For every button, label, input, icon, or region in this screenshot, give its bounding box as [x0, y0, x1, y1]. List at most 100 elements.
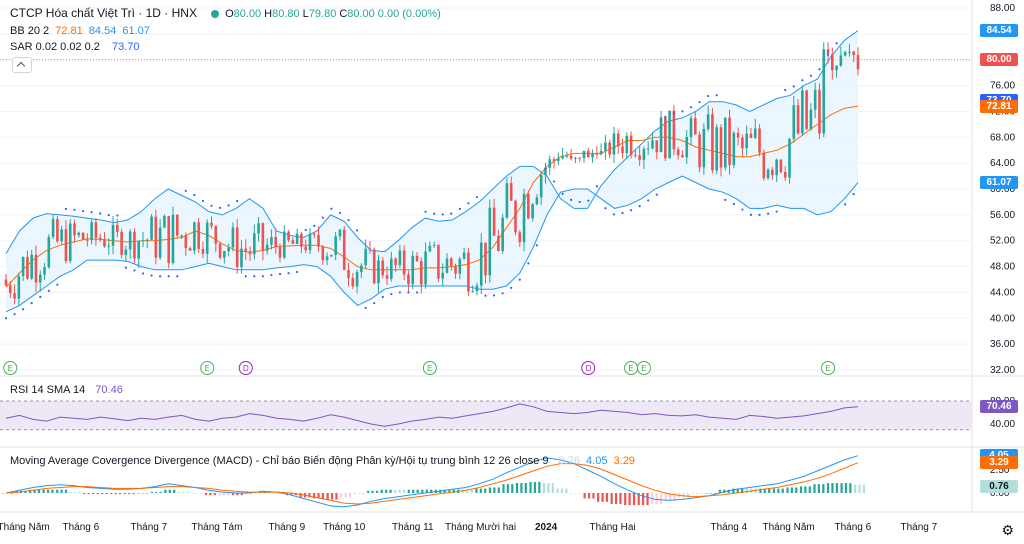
candle-body — [128, 231, 132, 250]
candle-body — [4, 279, 8, 286]
time-axis-label: Tháng 6 — [835, 522, 872, 533]
sar-dot — [672, 112, 675, 115]
macd-hist-bar — [74, 491, 77, 493]
macd-hist-bar — [686, 493, 690, 498]
macd-hist-bar — [547, 483, 550, 493]
candle-body — [30, 254, 33, 279]
macd-hist-bar — [646, 493, 649, 506]
macd-hist-bar — [236, 493, 239, 496]
event-marker-label: E — [825, 364, 830, 373]
candle-body — [201, 248, 205, 254]
candle-body — [462, 252, 466, 259]
candle-body — [801, 90, 804, 134]
candle-body — [56, 219, 59, 242]
macd-hist-bar — [335, 493, 338, 500]
candle-body — [706, 114, 710, 129]
collapse-legend-button[interactable] — [12, 57, 32, 73]
time-axis-label: Tháng Năm — [0, 522, 50, 533]
sar-dot — [99, 212, 102, 215]
macd-hist-bar — [132, 493, 135, 495]
sar-dot — [801, 79, 804, 82]
candle-body — [321, 246, 325, 261]
macd-hist-bar — [813, 484, 816, 493]
sar-dot — [775, 210, 778, 213]
sar-label[interactable]: SAR 0.02 0.02 0.2 — [10, 41, 100, 53]
candle-body — [599, 150, 603, 155]
candle-body — [531, 204, 534, 219]
macd-hist-bar — [118, 493, 122, 495]
candle-body — [839, 55, 843, 66]
candle-body — [94, 222, 98, 238]
event-marker-icon — [581, 361, 596, 375]
candle-body — [621, 146, 624, 154]
sar-dot — [150, 274, 153, 277]
macd-hist-bar — [533, 481, 537, 493]
gear-icon[interactable]: ⚙ — [1001, 522, 1014, 538]
macd-hist-bar — [110, 493, 113, 495]
macd-hist-bar — [10, 493, 13, 494]
candle-body — [501, 217, 504, 251]
macd-hist-bar — [493, 487, 496, 493]
candle-body — [334, 236, 337, 255]
candle-body — [287, 231, 290, 241]
candle-body — [428, 245, 432, 252]
candle-body — [826, 49, 830, 54]
macd-hist-bar — [479, 488, 482, 493]
bb-label[interactable]: BB 20 2 — [10, 25, 50, 37]
macd-hist-bar — [430, 489, 433, 493]
sar-dot — [64, 207, 68, 211]
candle-body — [616, 133, 620, 147]
candle-body — [64, 229, 68, 262]
macd-hist-bar — [632, 493, 636, 506]
sar-dot — [826, 53, 830, 57]
rsi-label[interactable]: RSI 14 SMA 14 — [10, 384, 86, 396]
macd-hist-bar — [416, 489, 419, 493]
sar-dot — [604, 207, 607, 210]
candle-body — [484, 242, 487, 276]
macd-hist-bar — [371, 490, 374, 493]
macd-hist-bar — [421, 489, 424, 493]
price-axis-tag: 61.07 — [980, 175, 1018, 189]
symbol-title[interactable]: CTCP Hóa chất Việt Trì · 1D · HNX — [10, 6, 197, 20]
macd-hist-bar — [466, 489, 469, 493]
price-tick-label: 32.00 — [990, 365, 1015, 376]
candle-body — [497, 235, 500, 251]
candle-body — [103, 239, 106, 247]
sar-dot — [501, 292, 504, 295]
sar-dot — [809, 74, 813, 77]
macd-hist-bar — [732, 488, 735, 493]
candle-body — [158, 227, 162, 258]
macd-hist-bar — [497, 487, 500, 493]
event-marker-icon — [200, 361, 215, 375]
candle-body — [205, 222, 209, 254]
macd-hist-bar — [24, 490, 27, 493]
macd-hist-bar — [191, 493, 194, 494]
macd-hist-bar — [385, 489, 388, 493]
sar-dot — [184, 189, 187, 193]
sar-dot — [90, 211, 93, 214]
candle-body — [372, 249, 376, 284]
sar-dot — [749, 213, 753, 216]
sar-dot — [467, 202, 470, 205]
macd-hist-bar — [87, 493, 90, 495]
candle-body — [574, 157, 577, 159]
macd-hist-bar — [772, 488, 776, 493]
macd-hist-bar — [375, 490, 379, 493]
candle-body — [351, 278, 355, 287]
sar-dot — [364, 306, 367, 310]
macd-hist-bar — [790, 487, 793, 493]
candle-body — [749, 133, 753, 138]
candle-body — [300, 233, 303, 247]
candle-body — [505, 183, 509, 218]
candle-body — [818, 89, 821, 134]
macd-label[interactable]: Moving Average Covergence Divergence (MA… — [10, 455, 549, 467]
candle-body — [167, 216, 170, 264]
candle-body — [193, 222, 196, 251]
candle-body — [856, 55, 860, 70]
sar-dot — [835, 42, 838, 45]
sar-dot — [4, 317, 8, 320]
candle-body — [17, 276, 21, 299]
macd-hist-bar — [137, 493, 140, 494]
candle-body — [278, 246, 282, 258]
